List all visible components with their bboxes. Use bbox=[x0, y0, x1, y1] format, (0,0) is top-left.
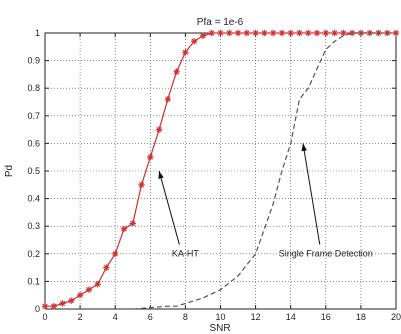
data-point-marker bbox=[182, 49, 189, 56]
y-tick-label: 0.8 bbox=[27, 83, 40, 93]
data-point-marker bbox=[357, 29, 365, 37]
annotation-arrow bbox=[302, 143, 321, 245]
data-point-marker bbox=[226, 29, 233, 37]
annotation-layer: KA-HT Single Frame Detection bbox=[158, 143, 373, 259]
y-tick-label: 0.7 bbox=[27, 111, 40, 121]
y-axis-label: Pd bbox=[4, 165, 15, 177]
data-point-marker bbox=[50, 303, 57, 310]
data-point-marker bbox=[243, 29, 251, 37]
x-tick-label: 4 bbox=[113, 312, 118, 322]
x-tick-label: 14 bbox=[286, 312, 296, 322]
x-tick-label: 18 bbox=[356, 312, 366, 322]
y-tick-label: 0.9 bbox=[27, 56, 40, 66]
x-tick-label: 8 bbox=[183, 312, 188, 322]
data-point-marker bbox=[217, 29, 224, 37]
x-tick-label: 10 bbox=[215, 312, 225, 322]
data-point-marker bbox=[340, 29, 347, 37]
data-point-marker bbox=[278, 29, 286, 37]
annotation-label: KA-HT bbox=[172, 249, 200, 259]
data-point-marker bbox=[366, 29, 373, 37]
data-point-marker bbox=[322, 29, 329, 37]
data-point-marker bbox=[147, 154, 154, 161]
annotation-label: Single Frame Detection bbox=[279, 249, 373, 259]
y-tick-label: 1 bbox=[35, 28, 40, 38]
data-point-marker bbox=[208, 29, 215, 37]
y-tick-label: 0.2 bbox=[27, 249, 40, 259]
x-tick-label: 12 bbox=[251, 312, 261, 322]
data-point-marker bbox=[41, 303, 49, 310]
data-point-marker bbox=[112, 250, 119, 257]
data-point-marker bbox=[85, 286, 93, 293]
axis-ticks: 0 2 4 6 8 10 12 14 16 18 20 0 0.1 0.2 0.3 0.4 0.5 0.6 0.7 0… bbox=[27, 28, 401, 322]
data-point-marker bbox=[190, 38, 198, 45]
y-tick-label: 0.3 bbox=[27, 221, 40, 231]
data-point-marker bbox=[138, 181, 145, 188]
grid-lines bbox=[45, 33, 396, 309]
y-tick-label: 0 bbox=[35, 304, 40, 314]
y-tick-label: 0.1 bbox=[27, 276, 40, 286]
data-point-marker bbox=[103, 264, 110, 271]
data-point-marker bbox=[348, 29, 356, 37]
data-point-marker bbox=[199, 32, 207, 39]
data-point-marker bbox=[68, 297, 75, 304]
data-point-marker bbox=[313, 29, 321, 37]
data-point-marker bbox=[331, 29, 338, 37]
x-tick-label: 6 bbox=[148, 312, 153, 322]
x-axis-label: SNR bbox=[209, 323, 230, 334]
data-point-marker bbox=[129, 220, 136, 227]
series-layer bbox=[41, 29, 400, 310]
data-point-marker bbox=[164, 96, 172, 103]
data-point-marker bbox=[252, 29, 259, 37]
data-point-marker bbox=[76, 292, 84, 299]
y-tick-label: 0.6 bbox=[27, 138, 40, 148]
x-tick-label: 20 bbox=[391, 312, 401, 322]
data-point-marker bbox=[305, 29, 312, 37]
data-point-marker bbox=[155, 126, 163, 133]
data-point-marker bbox=[296, 29, 303, 37]
data-point-marker bbox=[261, 29, 268, 37]
x-tick-label: 16 bbox=[321, 312, 331, 322]
annotation-arrowhead bbox=[158, 171, 164, 179]
y-tick-label: 0.4 bbox=[27, 194, 40, 204]
y-tick-label: 0.5 bbox=[27, 166, 40, 176]
data-point-marker bbox=[120, 225, 128, 233]
annotation-arrowhead bbox=[301, 143, 307, 152]
data-point-marker bbox=[59, 300, 66, 307]
data-point-marker bbox=[269, 29, 277, 37]
data-point-marker bbox=[94, 280, 101, 288]
data-point-marker bbox=[287, 29, 294, 37]
x-tick-label: 0 bbox=[42, 312, 47, 322]
x-tick-label: 2 bbox=[78, 312, 83, 322]
chart-title: Pfa = 1e-6 bbox=[197, 17, 244, 28]
series-line bbox=[45, 32, 396, 310]
data-point-marker bbox=[234, 29, 242, 37]
annotation-arrow bbox=[158, 170, 180, 245]
data-point-marker bbox=[173, 68, 180, 75]
